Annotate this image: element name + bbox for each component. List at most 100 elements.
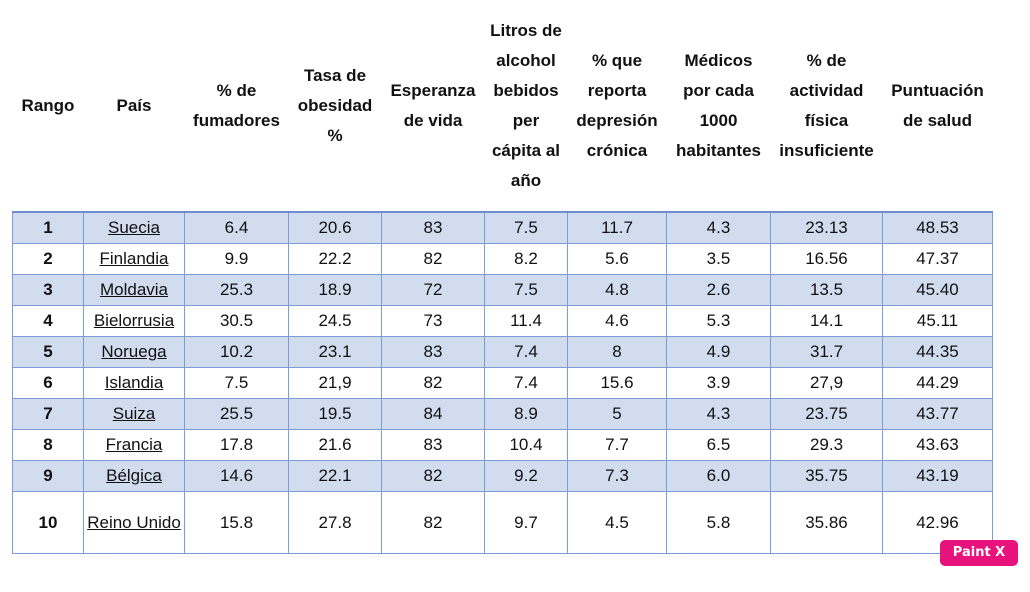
column-header: País [83, 0, 185, 213]
country-cell: Suiza [83, 398, 185, 430]
value-cell: 14.1 [770, 305, 883, 337]
paint-x-lite-badge: Paint X lite [940, 540, 1018, 586]
country-link[interactable]: Bélgica [106, 466, 162, 485]
column-header: Litros de alcohol bebidos per cápita al … [484, 0, 568, 213]
value-cell: 43.63 [882, 429, 993, 461]
value-cell: 82 [381, 491, 485, 554]
column-header: Médicos por cada 1000 habitantes [666, 0, 771, 213]
value-cell: 45.40 [882, 274, 993, 306]
value-cell: 7.3 [567, 460, 667, 492]
value-cell: 83 [381, 429, 485, 461]
table-row: 9 Bélgica 14.6 22.1 82 9.2 7.3 6.0 35.75 43.19 [12, 460, 993, 492]
value-cell: 23.75 [770, 398, 883, 430]
value-cell: 23.1 [288, 336, 382, 368]
column-header: Rango [12, 0, 84, 213]
country-cell: Reino Unido [83, 491, 185, 554]
value-cell: 72 [381, 274, 485, 306]
value-cell: 8 [567, 336, 667, 368]
country-link[interactable]: Reino Unido [87, 512, 181, 532]
value-cell: 47.37 [882, 243, 993, 275]
value-cell: 19.5 [288, 398, 382, 430]
value-cell: 25.5 [184, 398, 289, 430]
value-cell: 9.9 [184, 243, 289, 275]
value-cell: 18.9 [288, 274, 382, 306]
value-cell: 23.13 [770, 211, 883, 244]
value-cell: 3.5 [666, 243, 771, 275]
value-cell: 82 [381, 367, 485, 399]
value-cell: 83 [381, 336, 485, 368]
country-link[interactable]: Islandia [104, 373, 164, 392]
value-cell: 10.2 [184, 336, 289, 368]
value-cell: 29.3 [770, 429, 883, 461]
value-cell: 11.4 [484, 305, 568, 337]
country-link[interactable]: Suecia [108, 218, 160, 237]
value-cell: 4.5 [567, 491, 667, 554]
country-link[interactable]: Moldavia [99, 280, 169, 299]
value-cell: 9.7 [484, 491, 568, 554]
table-row: 1 Suecia 6.4 20.6 83 7.5 11.7 4.3 23.13 48.53 [12, 211, 993, 244]
country-link[interactable]: Noruega [101, 342, 167, 361]
country-link[interactable]: Suiza [112, 404, 156, 423]
column-header: % que reporta depresión crónica [567, 0, 667, 213]
value-cell: 4.8 [567, 274, 667, 306]
value-cell: 7.4 [484, 367, 568, 399]
value-cell: 11.7 [567, 211, 667, 244]
value-cell: 44.35 [882, 336, 993, 368]
value-cell: 5.8 [666, 491, 771, 554]
country-link[interactable]: Finlandia [99, 249, 169, 268]
value-cell: 84 [381, 398, 485, 430]
value-cell: 22.2 [288, 243, 382, 275]
rank-cell: 7 [12, 398, 84, 430]
column-header: Puntuación de salud [882, 0, 993, 213]
value-cell: 35.75 [770, 460, 883, 492]
value-cell: 8.9 [484, 398, 568, 430]
country-cell: Francia [83, 429, 185, 461]
value-cell: 16.56 [770, 243, 883, 275]
table-row: 7 Suiza 25.5 19.5 84 8.9 5 4.3 23.75 43.77 [12, 398, 993, 430]
country-link[interactable]: Bielorrusia [93, 311, 175, 330]
value-cell: 22.1 [288, 460, 382, 492]
value-cell: 82 [381, 243, 485, 275]
value-cell: 15.8 [184, 491, 289, 554]
country-cell: Bélgica [83, 460, 185, 492]
table-row: 4 Bielorrusia 30.5 24.5 73 11.4 4.6 5.3 14.1 45.1… [12, 305, 993, 337]
value-cell: 43.77 [882, 398, 993, 430]
table-row: 6 Islandia 7.5 21,9 82 7.4 15.6 3.9 27,9 44.29 [12, 367, 993, 399]
value-cell: 4.9 [666, 336, 771, 368]
value-cell: 6.5 [666, 429, 771, 461]
value-cell: 3.9 [666, 367, 771, 399]
rank-cell: 3 [12, 274, 84, 306]
value-cell: 4.3 [666, 211, 771, 244]
column-header: % de actividad física insuficiente [770, 0, 883, 213]
value-cell: 82 [381, 460, 485, 492]
value-cell: 20.6 [288, 211, 382, 244]
country-cell: Suecia [83, 211, 185, 244]
column-header: Esperanza de vida [381, 0, 485, 213]
health-ranking-table: Rango País% de fumadores Tasa de obesidad … [12, 0, 993, 554]
rank-cell: 8 [12, 429, 84, 461]
value-cell: 48.53 [882, 211, 993, 244]
value-cell: 15.6 [567, 367, 667, 399]
value-cell: 17.8 [184, 429, 289, 461]
value-cell: 5.3 [666, 305, 771, 337]
rank-cell: 9 [12, 460, 84, 492]
value-cell: 45.11 [882, 305, 993, 337]
rank-cell: 1 [12, 211, 84, 244]
value-cell: 7.4 [484, 336, 568, 368]
value-cell: 25.3 [184, 274, 289, 306]
value-cell: 6.0 [666, 460, 771, 492]
country-link[interactable]: Francia [105, 435, 163, 454]
value-cell: 9.2 [484, 460, 568, 492]
country-cell: Noruega [83, 336, 185, 368]
value-cell: 7.5 [484, 274, 568, 306]
value-cell: 30.5 [184, 305, 289, 337]
rank-cell: 2 [12, 243, 84, 275]
value-cell: 21,9 [288, 367, 382, 399]
value-cell: 5.6 [567, 243, 667, 275]
table-row: 2 Finlandia 9.9 22.2 82 8.2 5.6 3.5 16.56 47.37 [12, 243, 993, 275]
country-cell: Bielorrusia [83, 305, 185, 337]
column-header: Tasa de obesidad % [288, 0, 382, 213]
value-cell: 27,9 [770, 367, 883, 399]
value-cell: 43.19 [882, 460, 993, 492]
value-cell: 83 [381, 211, 485, 244]
